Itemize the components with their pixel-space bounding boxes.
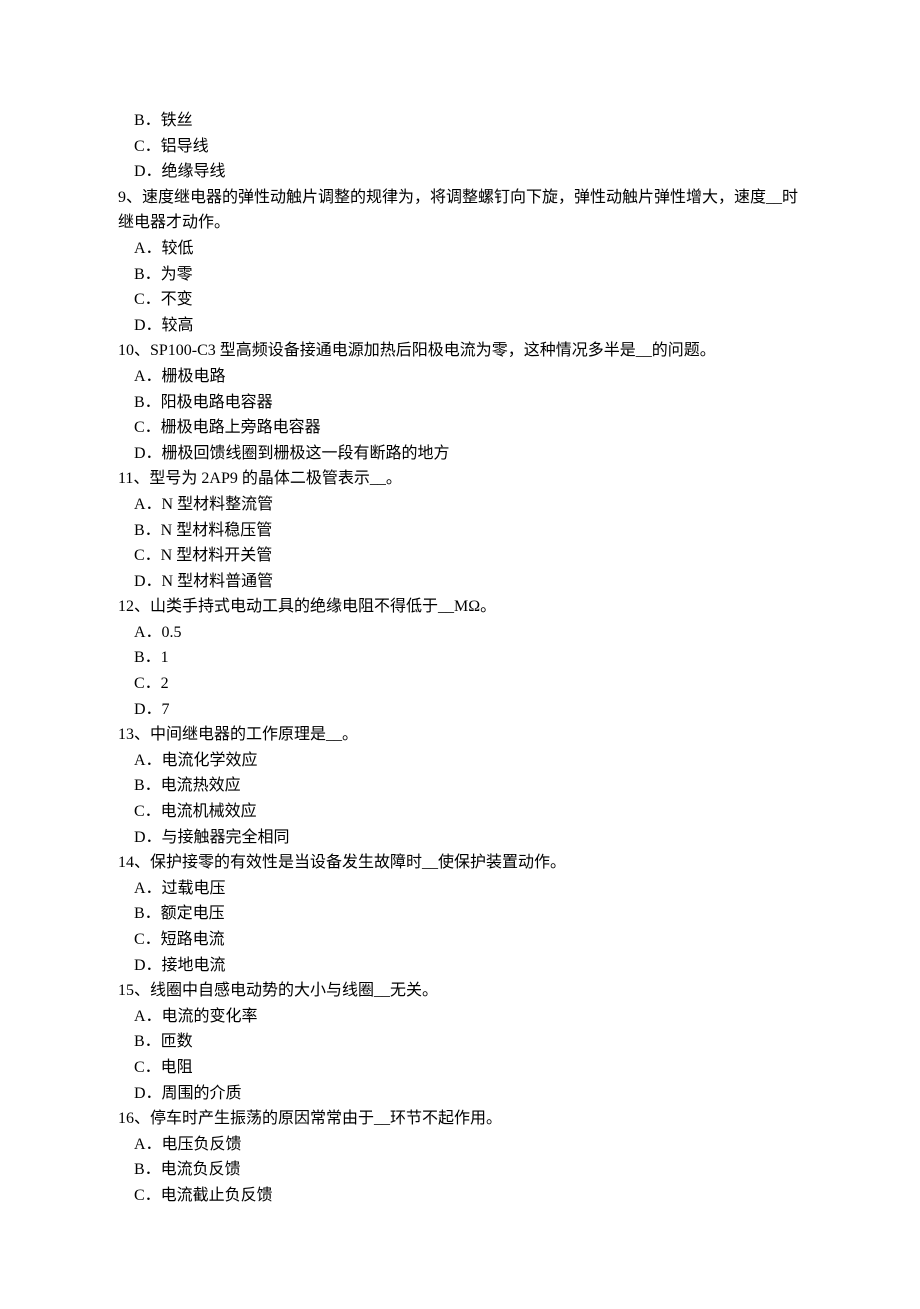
option-line: D．周围的介质 <box>118 1081 802 1107</box>
question-line: 9、速度继电器的弹性动触片调整的规律为，将调整螺钉向下旋，弹性动触片弹性增大，速… <box>118 185 802 236</box>
option-line: A．N 型材料整流管 <box>118 492 802 518</box>
option-line: A．电压负反馈 <box>118 1132 802 1158</box>
option-line: D．N 型材料普通管 <box>118 569 802 595</box>
option-line: C．不变 <box>118 287 802 313</box>
question-line: 12、山类手持式电动工具的绝缘电阻不得低于__MΩ。 <box>118 594 802 620</box>
option-line: A．电流的变化率 <box>118 1004 802 1030</box>
option-line: A．栅极电路 <box>118 364 802 390</box>
option-line: B．为零 <box>118 262 802 288</box>
option-line: C．2 <box>118 671 802 697</box>
option-line: A．较低 <box>118 236 802 262</box>
option-line: D．较高 <box>118 313 802 339</box>
option-line: B．阳极电路电容器 <box>118 390 802 416</box>
question-line: 15、线圈中自感电动势的大小与线圈__无关。 <box>118 978 802 1004</box>
option-line: B．电流热效应 <box>118 773 802 799</box>
option-line: A．过载电压 <box>118 876 802 902</box>
option-line: C．电流截止负反馈 <box>118 1183 802 1209</box>
option-line: C．电流机械效应 <box>118 799 802 825</box>
option-line: B．匝数 <box>118 1029 802 1055</box>
question-line: 14、保护接零的有效性是当设备发生故障时__使保护装置动作。 <box>118 850 802 876</box>
option-line: C．铝导线 <box>118 134 802 160</box>
option-line: B．N 型材料稳压管 <box>118 518 802 544</box>
option-line: A．电流化学效应 <box>118 748 802 774</box>
option-line: B．电流负反馈 <box>118 1157 802 1183</box>
option-line: A．0.5 <box>118 620 802 646</box>
option-line: D．与接触器完全相同 <box>118 825 802 851</box>
option-line: D．绝缘导线 <box>118 159 802 185</box>
option-line: D．7 <box>118 697 802 723</box>
option-line: C．栅极电路上旁路电容器 <box>118 415 802 441</box>
option-line: C．短路电流 <box>118 927 802 953</box>
option-line: B．1 <box>118 645 802 671</box>
option-line: C．N 型材料开关管 <box>118 543 802 569</box>
option-line: B．额定电压 <box>118 901 802 927</box>
option-line: D．接地电流 <box>118 953 802 979</box>
option-line: D．栅极回馈线圈到栅极这一段有断路的地方 <box>118 441 802 467</box>
question-line: 11、型号为 2AP9 的晶体二极管表示__。 <box>118 466 802 492</box>
question-line: 10、SP100-C3 型高频设备接通电源加热后阳极电流为零，这种情况多半是__… <box>118 338 802 364</box>
question-line: 16、停车时产生振荡的原因常常由于__环节不起作用。 <box>118 1106 802 1132</box>
document-content: B．铁丝C．铝导线D．绝缘导线9、速度继电器的弹性动触片调整的规律为，将调整螺钉… <box>118 108 802 1209</box>
question-line: 13、中间继电器的工作原理是__。 <box>118 722 802 748</box>
option-line: C．电阻 <box>118 1055 802 1081</box>
option-line: B．铁丝 <box>118 108 802 134</box>
